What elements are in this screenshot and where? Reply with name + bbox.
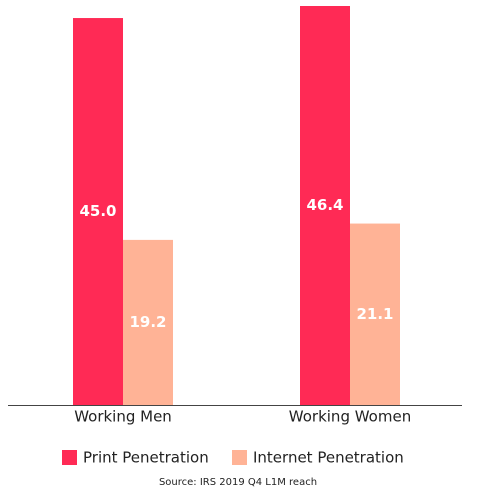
data-label: 19.2 [129, 313, 166, 331]
legend-label: Print Penetration [83, 449, 209, 467]
source-note: Source: IRS 2019 Q4 L1M reach [159, 477, 317, 488]
x-tick-label: Working Men [74, 408, 172, 426]
bar [123, 239, 173, 405]
data-label: 21.1 [356, 305, 393, 323]
data-label: 46.4 [306, 196, 343, 214]
legend-swatch [232, 450, 247, 465]
legend-swatch [62, 450, 77, 465]
x-tick-label: Working Women [289, 408, 411, 426]
legend-label: Internet Penetration [253, 449, 404, 467]
data-label: 45.0 [79, 202, 116, 220]
bar [350, 223, 400, 405]
bar [73, 18, 123, 406]
bar [300, 6, 350, 405]
